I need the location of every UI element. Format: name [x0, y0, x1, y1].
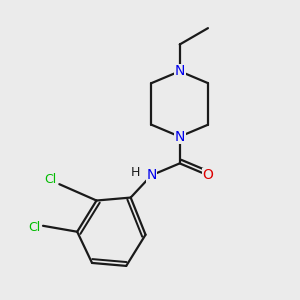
- Text: H: H: [130, 167, 140, 179]
- Text: Cl: Cl: [44, 173, 56, 186]
- Text: Cl: Cl: [28, 221, 40, 234]
- Text: N: N: [146, 168, 157, 182]
- Text: N: N: [175, 64, 185, 78]
- Text: N: N: [175, 130, 185, 144]
- Text: O: O: [202, 168, 213, 182]
